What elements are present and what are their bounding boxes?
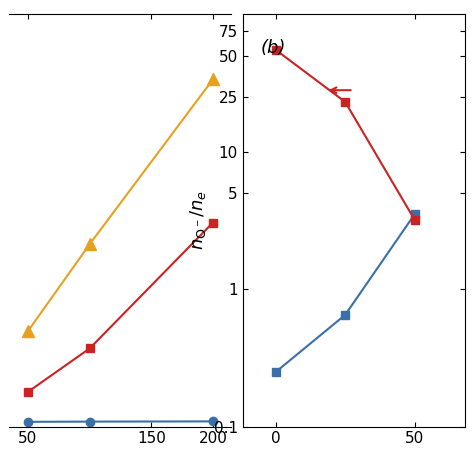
Text: (b): (b) bbox=[260, 39, 286, 57]
Y-axis label: $n_{\mathrm{O}^-}/n_e$: $n_{\mathrm{O}^-}/n_e$ bbox=[188, 191, 208, 250]
